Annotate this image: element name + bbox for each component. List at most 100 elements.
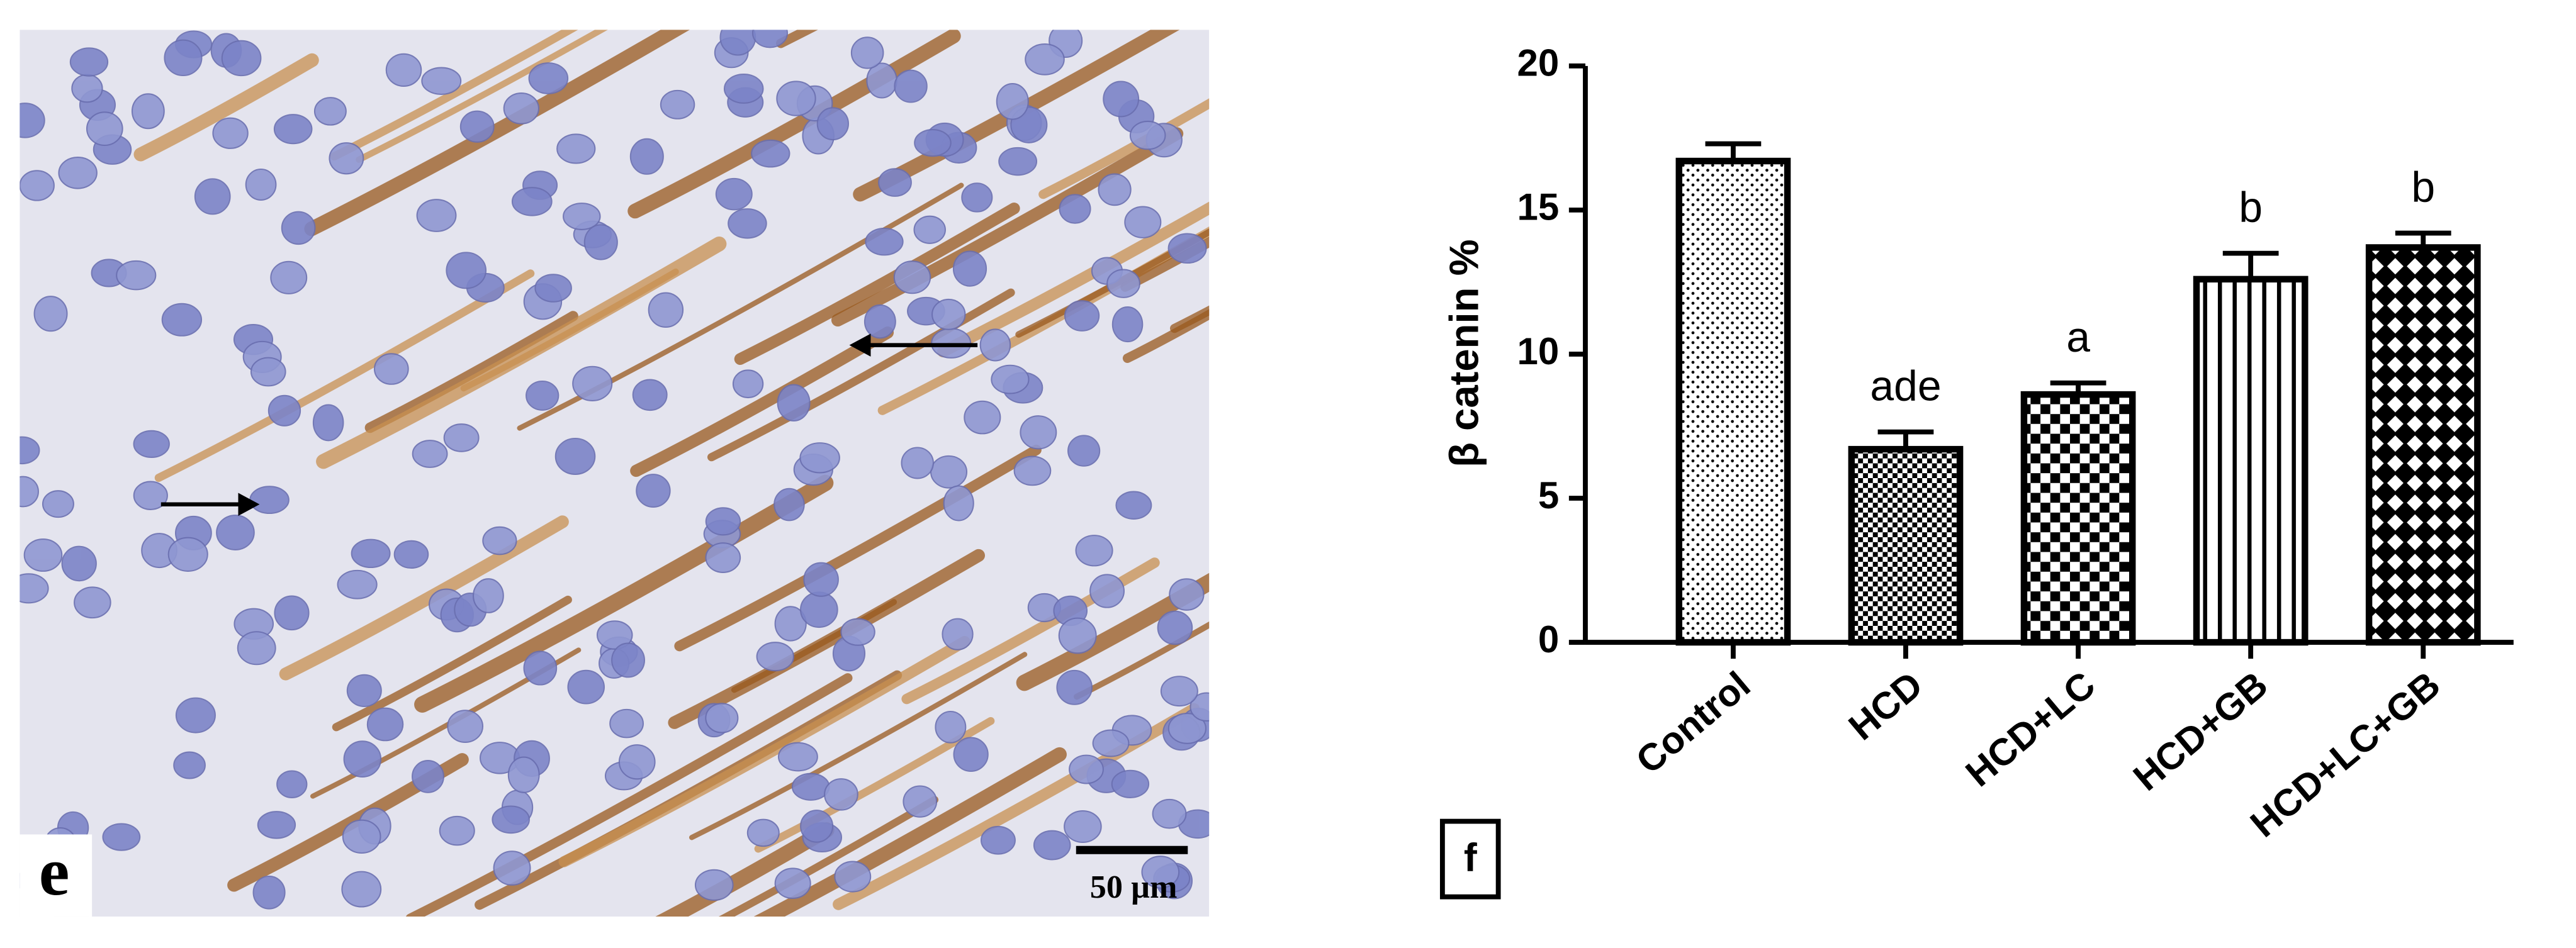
- nucleus: [850, 36, 884, 69]
- nucleus: [194, 178, 231, 215]
- nucleus: [961, 182, 993, 213]
- nucleus: [1013, 455, 1052, 486]
- nucleus: [1033, 830, 1071, 861]
- nucleus: [996, 83, 1029, 120]
- nucleus: [20, 103, 45, 138]
- nucleus: [901, 447, 934, 479]
- stain-streak: [330, 30, 578, 161]
- nucleus: [216, 515, 255, 550]
- nucleus: [1067, 435, 1101, 467]
- significance-label: b: [2411, 164, 2435, 211]
- nucleus: [459, 110, 495, 143]
- nucleus: [250, 357, 286, 387]
- error-bar: [2050, 380, 2106, 395]
- stain-streak: [154, 269, 535, 482]
- nucleus: [816, 107, 849, 141]
- bar: [1848, 445, 1964, 646]
- nucleus: [421, 67, 462, 95]
- nucleus: [799, 442, 840, 474]
- x-tick-label: HCD+LC+GB: [2242, 663, 2448, 845]
- nucleus: [373, 353, 409, 385]
- nucleus: [777, 742, 818, 772]
- stain-streak: [937, 201, 1210, 357]
- nucleus: [102, 823, 141, 851]
- significance-label: a: [2066, 314, 2090, 361]
- scale-bar-label: 50 µm: [1090, 869, 1178, 905]
- nucleus: [554, 437, 596, 475]
- nucleus: [981, 825, 1016, 855]
- nucleus: [69, 47, 109, 77]
- nucleus: [719, 30, 756, 56]
- nucleus: [694, 869, 734, 901]
- micrograph: [20, 30, 1461, 948]
- nucleus: [212, 117, 249, 149]
- nucleus: [221, 40, 262, 77]
- nucleus: [1169, 578, 1205, 611]
- nucleus: [528, 62, 569, 94]
- nucleus: [728, 208, 767, 239]
- stain-streak: [1016, 572, 1210, 691]
- nucleus: [20, 170, 55, 201]
- nucleus: [774, 606, 807, 642]
- nucleus: [746, 818, 780, 847]
- bar: [2365, 244, 2481, 646]
- nucleus: [629, 138, 664, 175]
- nucleus: [33, 296, 68, 332]
- nucleus: [1069, 754, 1104, 784]
- nucleus: [281, 211, 316, 245]
- stain-streak: [133, 53, 319, 162]
- nucleus: [1152, 798, 1187, 829]
- nucleus: [791, 772, 830, 801]
- stain-streak: [853, 30, 1180, 202]
- nucleus: [342, 819, 381, 854]
- nucleus: [1111, 306, 1144, 343]
- nucleus: [58, 156, 98, 189]
- nucleus: [482, 526, 517, 555]
- stain-streak: [689, 652, 1028, 840]
- nucleus: [443, 423, 480, 452]
- nucleus: [567, 669, 605, 705]
- stain-streak: [627, 30, 961, 219]
- nucleus: [1106, 269, 1140, 298]
- stain-streak: [1247, 127, 1461, 245]
- nucleus: [1098, 173, 1132, 206]
- nucleus: [175, 697, 216, 733]
- nucleus: [1157, 610, 1193, 645]
- stain-streak: [674, 444, 1042, 652]
- nucleus: [503, 92, 539, 125]
- nucleus: [824, 778, 858, 811]
- nucleus: [998, 147, 1038, 176]
- stain-streak: [1190, 881, 1332, 948]
- nucleus: [863, 304, 896, 339]
- nucleus: [526, 380, 560, 411]
- nucleus: [270, 260, 308, 294]
- panel-label-box: [20, 834, 93, 917]
- stain-streak: [332, 595, 572, 732]
- nucleus: [964, 400, 1001, 435]
- nucleus: [756, 642, 795, 672]
- nucleus: [705, 542, 741, 573]
- nucleus: [1115, 491, 1152, 520]
- nucleus: [705, 507, 741, 536]
- nucleus: [1064, 810, 1102, 843]
- significance-label: ade: [1870, 363, 1941, 410]
- nucleus: [893, 260, 931, 294]
- nucleus: [903, 785, 938, 818]
- error-bar: [2222, 250, 2279, 279]
- nucleus: [1075, 535, 1113, 567]
- x-tick-label: HCD+GB: [2125, 663, 2275, 798]
- nucleus: [1064, 300, 1100, 332]
- nucleus: [799, 591, 838, 628]
- nucleus: [343, 740, 382, 778]
- nucleus: [412, 440, 448, 468]
- nucleus: [715, 177, 753, 211]
- nucleus: [563, 203, 601, 230]
- nucleus: [1025, 43, 1065, 75]
- nucleus: [1111, 769, 1150, 798]
- stain-streak: [734, 203, 1020, 365]
- nucleus: [167, 537, 208, 572]
- nucleus: [777, 384, 811, 421]
- nucleus: [865, 227, 904, 256]
- nucleus: [935, 710, 967, 744]
